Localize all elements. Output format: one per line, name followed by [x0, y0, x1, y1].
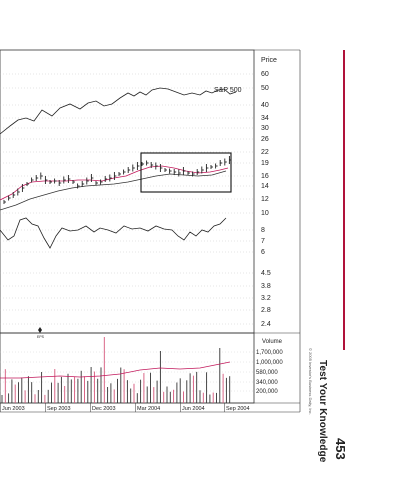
relative-strength-line [0, 217, 227, 249]
price-tick-label: 19 [261, 160, 269, 167]
price-tick-label: 30 [261, 125, 269, 132]
price-tick-label: 50 [261, 85, 269, 92]
price-tick-label: 34 [261, 115, 269, 122]
price-tick-label: 3.8 [261, 283, 271, 290]
volume-header: Volume [262, 339, 283, 345]
volume-bars [1, 337, 231, 403]
volume-average-line [0, 361, 231, 379]
price-axis-labels: 60 50 40 34 30 26 22 19 16 14 12 10 8 7 6 4.5 3.8 3.2 2.8 2… [261, 71, 271, 328]
price-grid [0, 73, 254, 392]
price-tick-label: 8 [261, 227, 265, 234]
price-tick-label: 12 [261, 196, 269, 203]
sp500-line [0, 87, 237, 135]
volume-tick-label: 200,000 [256, 389, 278, 395]
price-tick-label: 7 [261, 238, 265, 245]
price-bars [3, 156, 232, 204]
sp500-label: S&P 500 [214, 87, 242, 94]
price-tick-label: 6 [261, 249, 265, 256]
volume-axis-labels: 1,700,000 1,000,000 580,000 340,000 200,000 [256, 350, 283, 395]
price-tick-label: 26 [261, 136, 269, 143]
volume-tick-label: 1,700,000 [256, 350, 283, 356]
price-tick-label: 40 [261, 102, 269, 109]
price-tick-label: 16 [261, 173, 269, 180]
price-tick-label: 14 [261, 183, 269, 190]
eps-marker: EPS [37, 327, 45, 339]
date-tick-label: Jun 2004 [182, 406, 205, 412]
base-highlight-box [140, 152, 232, 193]
date-axis-labels: Jun 2003 Sep 2003 Dec 2003 Mar 2004 Jun 2004… [0, 403, 250, 412]
volume-tick-label: 1,000,000 [256, 360, 283, 366]
moving-average-black [0, 170, 227, 211]
svg-text:EPS: EPS [37, 335, 45, 339]
volume-tick-label: 340,000 [256, 380, 278, 386]
date-tick-label: Jun 2003 [2, 406, 25, 412]
price-tick-label: 2.8 [261, 307, 271, 314]
date-tick-label: Sep 2004 [226, 406, 250, 412]
price-tick-label: 10 [261, 210, 269, 217]
date-tick-label: Dec 2003 [92, 406, 116, 412]
price-header: Price [261, 57, 277, 64]
price-tick-label: 4.5 [261, 270, 271, 277]
price-tick-label: 2.4 [261, 321, 271, 328]
moving-average-red [0, 165, 229, 201]
price-tick-label: 3.2 [261, 295, 271, 302]
volume-tick-label: 580,000 [256, 370, 278, 376]
price-tick-label: 22 [261, 149, 269, 156]
date-tick-label: Sep 2003 [47, 406, 71, 412]
price-tick-label: 60 [261, 71, 269, 78]
date-tick-label: Mar 2004 [137, 406, 160, 412]
